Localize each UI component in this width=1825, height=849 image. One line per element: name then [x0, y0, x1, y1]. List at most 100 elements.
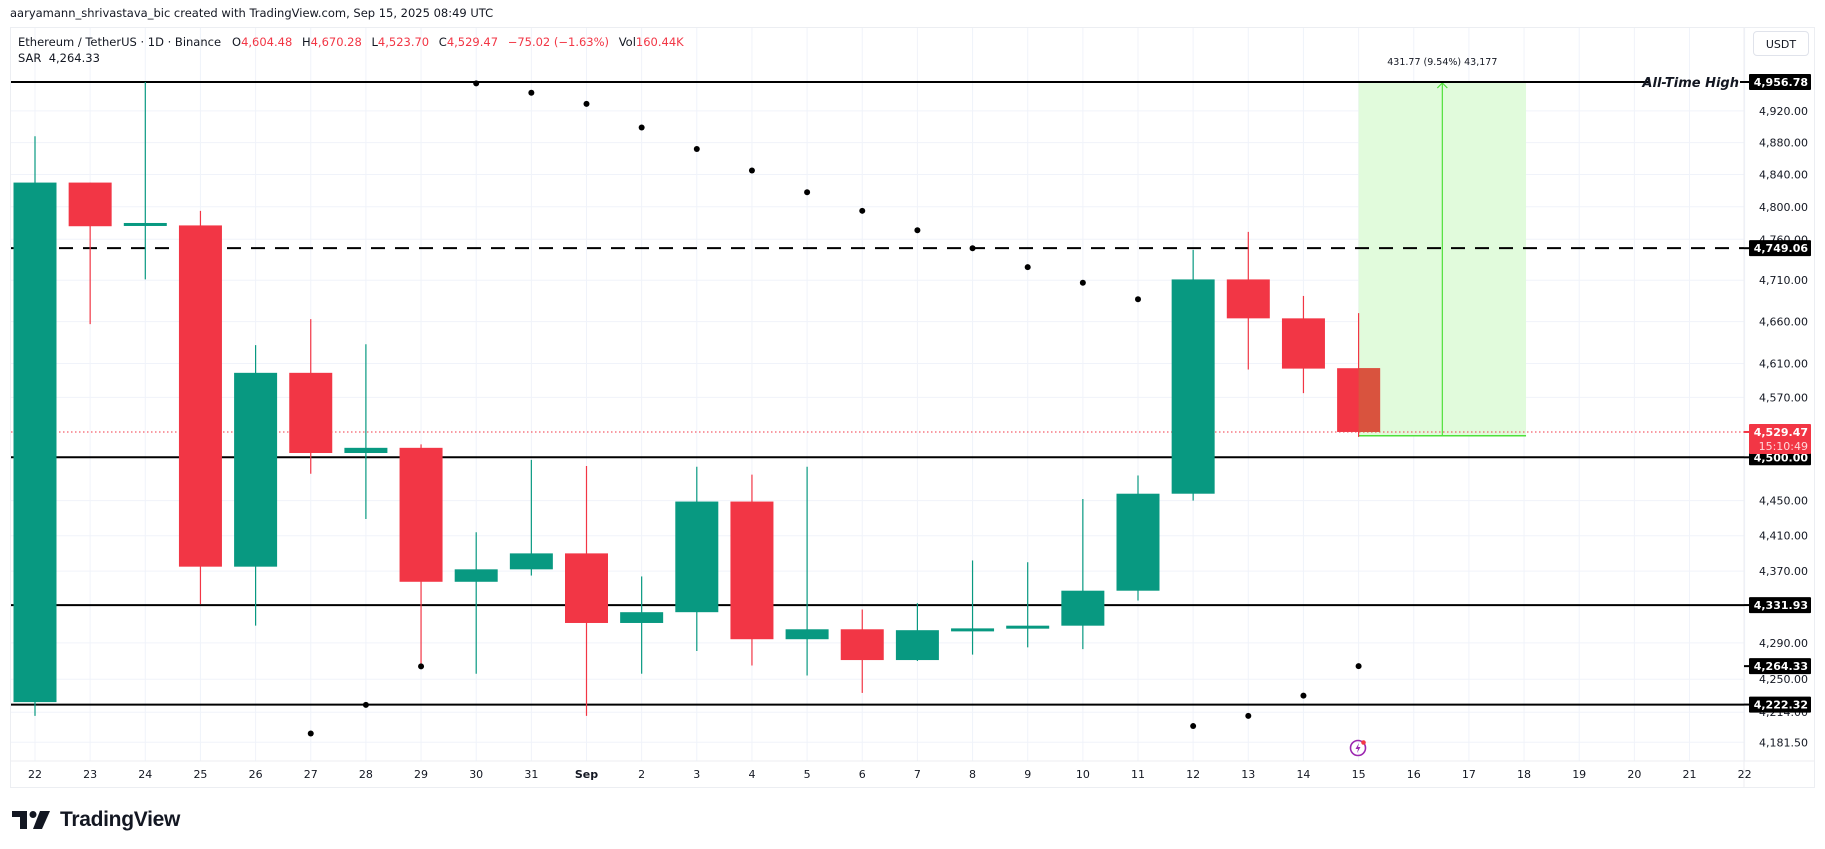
- candle-body[interactable]: [675, 501, 719, 613]
- sar-dot[interactable]: [748, 167, 755, 174]
- last-price-tag: 4,529.47: [1754, 426, 1808, 439]
- sar-label: SAR: [18, 51, 42, 65]
- high-value: 4,670.28: [310, 35, 362, 49]
- candle-body[interactable]: [1116, 493, 1160, 591]
- price-axis-label: 4,800.00: [1759, 201, 1808, 214]
- price-axis-label: 4,250.00: [1759, 673, 1808, 686]
- symbol-title[interactable]: Ethereum / TetherUS · 1D · Binance: [18, 35, 222, 49]
- candle-body[interactable]: [1281, 318, 1325, 369]
- sar-dot[interactable]: [859, 207, 866, 214]
- open-value: 4,604.48: [241, 35, 293, 49]
- sar-dot[interactable]: [307, 730, 314, 737]
- time-axis-label: 22: [28, 768, 42, 781]
- candle-body[interactable]: [68, 182, 112, 227]
- price-axis-label: 4,660.00: [1759, 316, 1808, 329]
- ohlc-row: Ethereum / TetherUS · 1D · Binance O4,60…: [18, 34, 690, 50]
- price-axis-label: 4,610.00: [1759, 358, 1808, 371]
- time-axis-label: 20: [1627, 768, 1641, 781]
- level-price-tag-bg: [1749, 240, 1811, 257]
- currency-unit-button[interactable]: USDT: [1753, 31, 1809, 56]
- level-price-tag: 4,222.32: [1754, 699, 1808, 712]
- candle-body[interactable]: [234, 372, 278, 567]
- candle-body[interactable]: [565, 553, 608, 623]
- lightning-icon[interactable]: [1349, 739, 1367, 757]
- candle-body[interactable]: [730, 501, 774, 640]
- time-axis-label: 16: [1407, 768, 1421, 781]
- price-axis-label: 4,370.00: [1759, 565, 1808, 578]
- candle-body[interactable]: [840, 629, 884, 661]
- time-axis-label: 19: [1572, 768, 1586, 781]
- sar-dot[interactable]: [1245, 712, 1252, 719]
- price-axis-label: 4,570.00: [1759, 391, 1808, 404]
- candle-body[interactable]: [123, 222, 167, 226]
- level-price-tag: 4,331.93: [1754, 599, 1808, 612]
- sar-dot[interactable]: [418, 663, 425, 670]
- sar-price-tag: 4,264.33: [1754, 660, 1808, 673]
- price-axis-label: 4,181.50: [1759, 736, 1808, 749]
- tradingview-logo-text: TradingView: [60, 808, 181, 831]
- sar-dot[interactable]: [693, 145, 700, 152]
- candle-body[interactable]: [178, 225, 222, 567]
- level-price-tag-bg: [1749, 696, 1811, 713]
- sar-dot[interactable]: [804, 189, 811, 196]
- sar-dot[interactable]: [1355, 663, 1362, 670]
- candle-body[interactable]: [13, 182, 57, 703]
- tradingview-logo-icon: [12, 811, 50, 829]
- high-label: H: [301, 35, 311, 49]
- last-price-tag-bg: [1749, 423, 1811, 454]
- time-axis-label: 13: [1241, 768, 1255, 781]
- candle-body[interactable]: [289, 372, 333, 453]
- time-axis-label: 3: [693, 768, 700, 781]
- sar-dot[interactable]: [362, 701, 369, 708]
- sar-row[interactable]: SAR 4,264.33: [18, 50, 690, 66]
- time-axis-label: 23: [83, 768, 97, 781]
- time-axis-label: 10: [1076, 768, 1090, 781]
- open-label: O: [232, 35, 242, 49]
- sar-dot[interactable]: [1300, 692, 1307, 699]
- candle-body[interactable]: [620, 612, 664, 623]
- candle-body[interactable]: [344, 447, 388, 453]
- tradingview-logo[interactable]: TradingView: [12, 808, 180, 832]
- candle-body[interactable]: [951, 628, 995, 632]
- sar-price-tag-bg: [1749, 658, 1811, 675]
- low-label: L: [371, 35, 378, 49]
- chart-credit: aaryamann_shrivastava_bic created with T…: [10, 6, 494, 20]
- sar-dot[interactable]: [969, 245, 976, 252]
- time-axis-label: 15: [1352, 768, 1366, 781]
- sar-dot[interactable]: [638, 124, 645, 131]
- sar-dot[interactable]: [914, 227, 921, 234]
- candle-body[interactable]: [1171, 279, 1215, 494]
- sar-dot[interactable]: [1024, 264, 1031, 271]
- ath-annotation: All-Time High: [1641, 76, 1739, 91]
- candle-body[interactable]: [1006, 625, 1050, 629]
- time-axis-label: 22: [1738, 768, 1752, 781]
- candle-body[interactable]: [895, 630, 939, 661]
- time-axis-label: 12: [1186, 768, 1200, 781]
- candle-body[interactable]: [785, 629, 829, 640]
- level-price-tag: 4,500.00: [1754, 451, 1809, 464]
- volume-label: Vol: [618, 35, 636, 49]
- sar-dot[interactable]: [473, 80, 480, 87]
- sar-dot[interactable]: [583, 100, 590, 107]
- time-axis-label: 5: [804, 768, 811, 781]
- sar-value: 4,264.33: [48, 51, 100, 65]
- volume-value: 160.44K: [635, 35, 684, 49]
- sar-dot[interactable]: [1135, 296, 1141, 303]
- sar-dot[interactable]: [528, 89, 535, 96]
- time-axis-label: 9: [1024, 768, 1031, 781]
- sar-dot[interactable]: [1079, 279, 1086, 286]
- candle-body[interactable]: [509, 553, 553, 570]
- time-axis-label: 18: [1517, 768, 1531, 781]
- candle-body[interactable]: [1226, 279, 1270, 319]
- price-axis-label: 4,710.00: [1759, 274, 1808, 287]
- low-value: 4,523.70: [377, 35, 430, 49]
- candle-body[interactable]: [1061, 590, 1105, 626]
- sar-dot[interactable]: [1190, 723, 1197, 730]
- time-axis-label: 27: [304, 768, 318, 781]
- level-price-tag-bg: [1749, 74, 1811, 90]
- candle-body[interactable]: [399, 447, 443, 582]
- candle-body[interactable]: [454, 569, 498, 582]
- time-axis-label: 29: [414, 768, 428, 781]
- change-value: −75.02 (−1.63%): [507, 35, 610, 49]
